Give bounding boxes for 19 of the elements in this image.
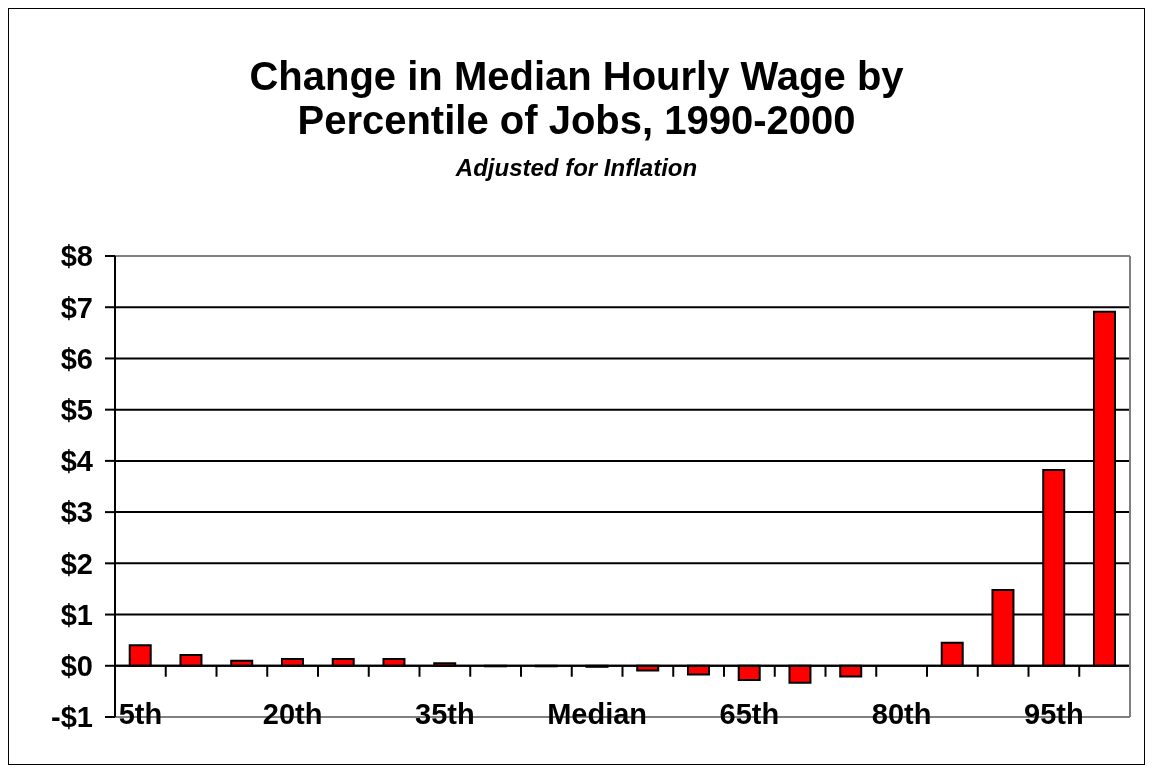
y-tick-label: $0 — [60, 650, 93, 683]
y-tick-label: $7 — [60, 291, 93, 324]
x-tick-label: Median — [547, 698, 648, 731]
x-tick-label: 35th — [415, 698, 475, 731]
chart-subtitle: Adjusted for Inflation — [454, 154, 699, 182]
y-tick-label: $5 — [60, 393, 93, 426]
x-tick-label: 95th — [1024, 698, 1084, 731]
y-tick-label: $4 — [60, 445, 93, 478]
y-tick-label: $8 — [60, 240, 93, 273]
y-tick-label: $3 — [60, 496, 93, 529]
y-tick-label: $6 — [60, 342, 93, 375]
x-tick-label: 65th — [719, 698, 780, 731]
y-tick-label: $1 — [60, 598, 93, 631]
x-tick-label: 80th — [871, 698, 932, 731]
x-tick-label: 5th — [118, 698, 163, 731]
y-tick-label: -$1 — [51, 701, 93, 734]
y-tick-label: $2 — [60, 547, 93, 580]
x-tick-label: 20th — [262, 698, 323, 731]
chart-title: Change in Median Hourly Wage by Percentile of Jobs, 1990-2000 — [248, 54, 905, 142]
